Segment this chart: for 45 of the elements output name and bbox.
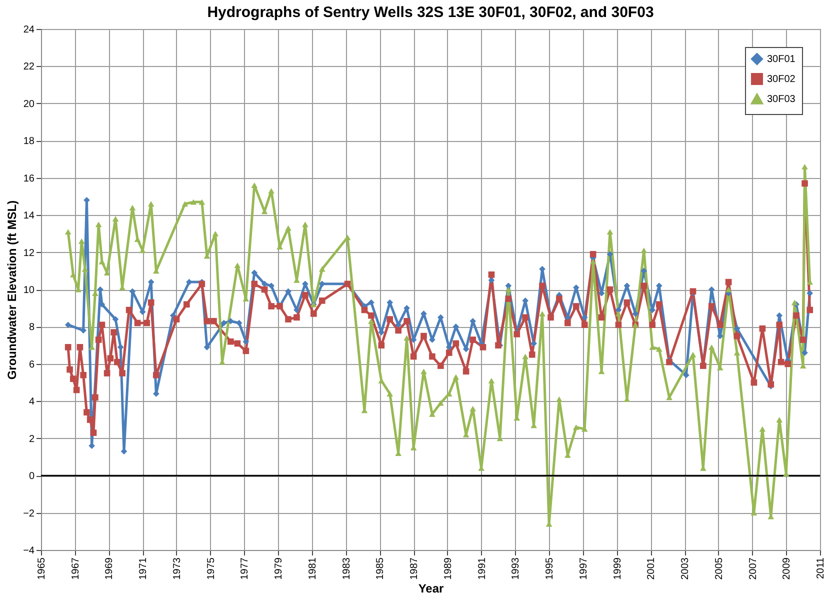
chart-title: Hydrographs of Sentry Wells 32S 13E 30F01, 30F02, and 30F03: [207, 4, 654, 21]
y-tick-label: 20: [23, 98, 35, 110]
x-axis-title: Year: [418, 582, 444, 596]
x-tick-label: 2001: [646, 557, 658, 580]
x-tick-label: 1985: [375, 557, 386, 580]
x-tick-label: 1993: [510, 557, 522, 580]
x-tick-label: 1971: [138, 557, 150, 580]
x-tick-label: 2005: [714, 557, 725, 580]
x-tick-label: 1995: [544, 557, 556, 580]
y-tick-label: 18: [23, 136, 35, 148]
x-tick-label: 1975: [206, 557, 217, 580]
x-tick-label: 2003: [680, 557, 692, 580]
y-tick-label: 10: [23, 285, 35, 296]
x-tick-label: 2009: [782, 557, 793, 580]
y-tick-label: 0: [28, 471, 35, 482]
y-axis-title: Groundwater Elevation (ft MSL): [5, 200, 20, 380]
legend-label: 30F01: [767, 54, 796, 65]
y-tick-label: 14: [23, 210, 35, 222]
y-tick-label: 4: [28, 396, 35, 408]
x-tick-label: 1989: [442, 557, 454, 580]
x-tick-label: 1969: [104, 557, 116, 580]
x-tick-label: 1991: [476, 557, 488, 580]
y-tick-label: 2: [28, 434, 35, 445]
x-tick-label: 1983: [341, 557, 352, 580]
x-tick-label: 1999: [612, 557, 624, 580]
legend-label: 30F03: [767, 94, 796, 105]
x-tick-label: 1973: [172, 557, 183, 580]
x-tick-label: 2007: [748, 557, 759, 580]
y-tick-label: 6: [28, 359, 35, 370]
y-tick-label: 22: [23, 62, 35, 73]
x-tick-label: 1979: [274, 557, 285, 580]
x-tick-label: 1967: [70, 557, 82, 580]
y-tick-label: 12: [23, 248, 35, 259]
legend-label: 30F02: [767, 74, 796, 85]
x-tick-label: 1977: [240, 557, 251, 580]
y-tick-label: −4: [23, 546, 35, 556]
x-tick-label: 1981: [307, 557, 318, 580]
y-tick-label: −2: [23, 508, 35, 520]
x-tick-label: 2011: [816, 557, 826, 580]
y-tick-label: 24: [23, 24, 35, 36]
y-tick-label: 16: [23, 173, 35, 184]
x-tick-label: 1965: [36, 557, 48, 580]
y-tick-label: 8: [28, 322, 35, 334]
x-tick-label: 1987: [409, 557, 420, 580]
x-tick-label: 1997: [578, 557, 590, 580]
